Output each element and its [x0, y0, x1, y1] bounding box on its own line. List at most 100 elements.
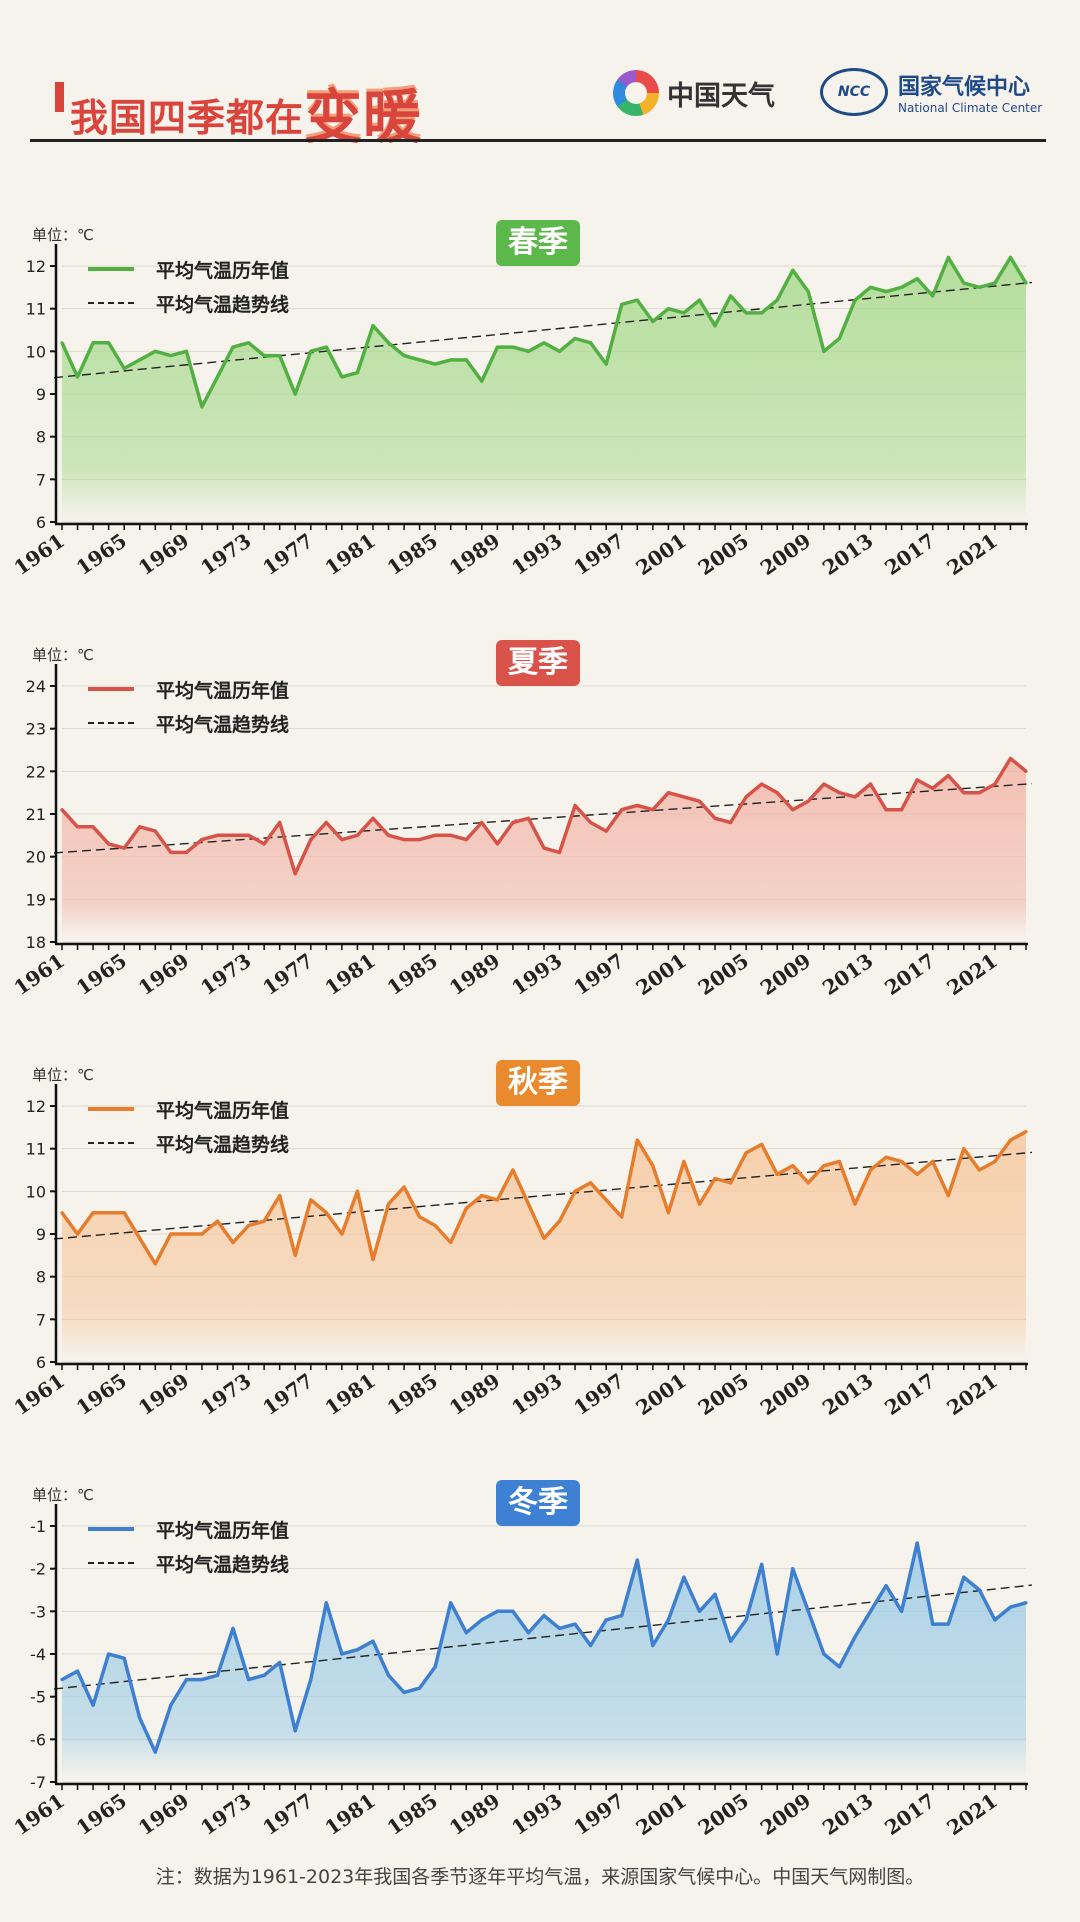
data-point: [806, 799, 810, 803]
data-point: [278, 1660, 282, 1665]
data-point: [122, 1211, 126, 1215]
data-point: [340, 838, 344, 842]
data-point: [1008, 1138, 1013, 1142]
data-point: [464, 1206, 468, 1210]
data-point: [962, 281, 966, 285]
data-point: [340, 1232, 344, 1236]
data-point: [1008, 1605, 1013, 1609]
x-tick-label: 1985: [383, 1368, 442, 1420]
x-tick-label: 2001: [631, 1368, 690, 1420]
trend-line: [53, 1151, 1033, 1240]
data-point: [635, 1138, 639, 1142]
data-point: [495, 842, 499, 846]
data-point: [511, 1609, 515, 1613]
data-point: [511, 1168, 515, 1172]
x-tick-label: 1973: [196, 1788, 255, 1840]
y-tick-label: -4: [30, 1645, 46, 1664]
legend-item: 平均气温历年值: [88, 672, 289, 706]
y-tick-label: 11: [26, 1140, 46, 1159]
data-point: [1024, 281, 1028, 285]
x-tick-label: 1977: [258, 1788, 317, 1840]
data-point: [573, 1189, 577, 1193]
data-point: [91, 1211, 95, 1215]
season-badge: 秋季: [496, 1060, 580, 1106]
y-tick-label: 12: [26, 257, 46, 276]
data-point: [526, 1631, 531, 1635]
data-point: [246, 1678, 251, 1682]
data-point: [666, 307, 670, 311]
x-tick-label: 1965: [72, 1368, 131, 1420]
x-tick-label: 2021: [942, 1788, 1001, 1840]
data-point: [946, 255, 950, 260]
data-point: [495, 345, 499, 349]
x-tick-label: 2005: [694, 948, 753, 1000]
legend-dashed-line-icon: [88, 722, 134, 724]
data-point: [480, 1194, 484, 1198]
data-point: [589, 1181, 593, 1185]
brand-ncc-cn: 国家气候中心: [898, 75, 1031, 100]
data-point: [791, 808, 795, 812]
x-tick-label: 2005: [694, 1788, 753, 1840]
data-point: [480, 1618, 484, 1622]
data-point: [75, 1232, 80, 1236]
data-point: [464, 1631, 468, 1635]
x-tick-label: 2021: [942, 1368, 1001, 1420]
trend-line: [53, 281, 1033, 379]
data-point: [340, 375, 344, 379]
x-tick-label: 1961: [9, 528, 68, 580]
x-tick-label: 1977: [258, 528, 317, 580]
legend-label: 平均气温趋势线: [156, 713, 290, 736]
x-tick-label: 2001: [631, 1788, 690, 1840]
y-tick-label: 10: [26, 342, 46, 361]
data-point: [75, 825, 80, 829]
data-point: [620, 1215, 624, 1219]
y-tick-label: 21: [26, 805, 46, 824]
x-tick-label: 1993: [507, 1368, 566, 1420]
chart-legend: 平均气温历年值平均气温趋势线: [88, 672, 289, 740]
data-point: [1024, 1130, 1028, 1134]
data-point: [526, 349, 531, 353]
data-point: [433, 1223, 437, 1228]
data-point: [775, 791, 779, 795]
data-point: [107, 341, 111, 345]
x-tick-label: 1981: [320, 1788, 379, 1840]
x-tick-label: 1961: [9, 1788, 68, 1840]
data-point: [386, 1202, 391, 1206]
data-point: [107, 842, 111, 846]
data-point: [107, 1652, 111, 1656]
y-tick-label: 12: [26, 1097, 46, 1116]
data-point: [728, 1639, 733, 1643]
data-point: [713, 816, 717, 820]
y-tick-label: -2: [30, 1560, 46, 1579]
data-point: [107, 1211, 111, 1215]
x-tick-label: 1961: [9, 948, 68, 1000]
data-point: [682, 1575, 686, 1579]
data-point: [309, 349, 313, 353]
data-point: [293, 1729, 297, 1733]
data-point: [962, 1575, 966, 1579]
x-tick-label: 1969: [134, 528, 193, 580]
data-point: [573, 1622, 577, 1626]
brand-ncc-en: National Climate Center: [898, 101, 1043, 115]
data-point: [1008, 255, 1013, 260]
data-point: [418, 358, 422, 362]
x-tick-label: 1965: [72, 948, 131, 1000]
x-tick-label: 1973: [196, 528, 255, 580]
data-point: [464, 838, 468, 842]
legend-item: 平均气温历年值: [88, 1512, 289, 1546]
data-point: [402, 1690, 406, 1694]
data-point: [371, 1258, 375, 1262]
data-point: [1024, 1601, 1028, 1605]
data-point: [589, 1643, 593, 1648]
data-point: [122, 366, 126, 370]
x-tick-label: 1989: [445, 1368, 504, 1420]
unit-label: 单位：℃: [32, 226, 94, 244]
data-point: [200, 1678, 204, 1682]
x-tick-label: 2017: [880, 528, 939, 580]
brand-ncc: NCC 国家气候中心 National Climate Center: [820, 68, 1042, 116]
y-tick-label: -7: [30, 1773, 46, 1792]
data-point: [760, 1562, 764, 1566]
data-point: [215, 375, 220, 379]
data-point: [962, 791, 966, 795]
data-point: [775, 298, 779, 302]
